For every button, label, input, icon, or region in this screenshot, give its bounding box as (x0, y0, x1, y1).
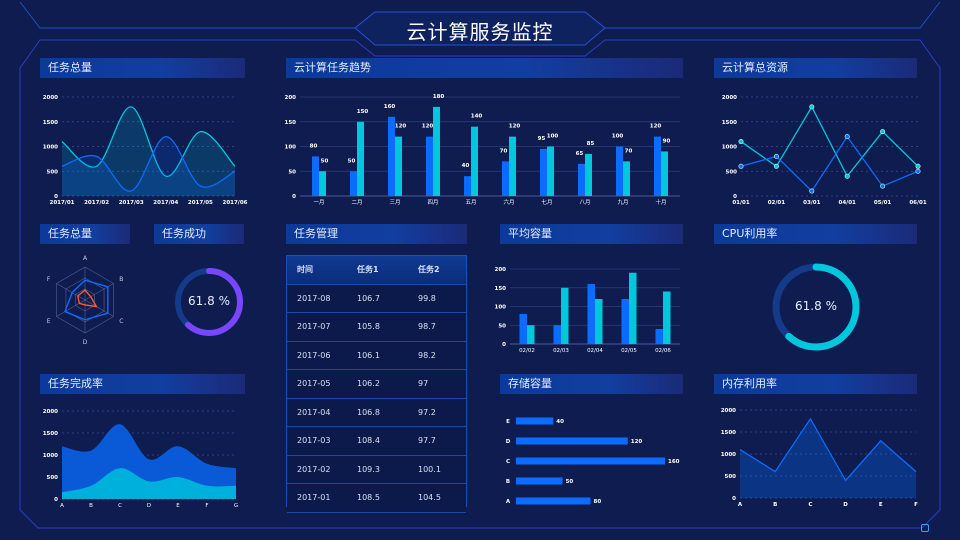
cell-task1: 108.5 (357, 493, 380, 503)
panel-title-trend: 云计算任务趋势 (286, 58, 683, 78)
cell-task2: 98.7 (418, 322, 436, 332)
table-row: 2017-07 105.8 98.7 (287, 313, 466, 342)
table-row: 2017-02 109.3 100.1 (287, 455, 466, 484)
cell-time: 2017-05 (297, 379, 331, 389)
panel-title-task-success: 任务成功 (154, 224, 244, 244)
cell-task2: 99.8 (418, 293, 436, 303)
cell-task1: 106.7 (357, 293, 380, 303)
cell-task1: 106.8 (357, 407, 380, 417)
cell-task2: 104.5 (418, 493, 441, 503)
task-table: 时间 任务1 任务2 2017-08 106.7 99.8 2017-07 105.8 9… (286, 255, 467, 513)
panel-title-memory: 内存利用率 (714, 374, 917, 394)
table-row: 2017-05 106.2 97 (287, 370, 466, 399)
cell-task2: 100.1 (418, 464, 441, 474)
cell-time: 2017-07 (297, 322, 331, 332)
cell-task2: 97.7 (418, 436, 436, 446)
cell-time: 2017-06 (297, 350, 331, 360)
panel-title-completion: 任务完成率 (40, 374, 245, 394)
panel-title-radar: 任务总量 (40, 224, 130, 244)
cell-time: 2017-08 (297, 293, 331, 303)
cell-task2: 98.2 (418, 350, 436, 360)
header-task1: 任务1 (357, 265, 379, 275)
panel-title-total-tasks: 任务总量 (40, 58, 245, 78)
panel-title-task-mgmt: 任务管理 (286, 224, 467, 244)
cell-time: 2017-01 (297, 493, 331, 503)
table-row: 2017-08 106.7 99.8 (287, 284, 466, 313)
cell-task2: 97 (418, 379, 429, 389)
panel-title-storage: 存储容量 (500, 374, 683, 394)
table-row: 2017-01 108.5 104.5 (287, 484, 466, 513)
cell-time: 2017-03 (297, 436, 331, 446)
table-row: 2017-06 106.1 98.2 (287, 341, 466, 370)
cell-task2: 97.2 (418, 407, 436, 417)
cell-time: 2017-04 (297, 407, 331, 417)
table-header: 时间 任务1 任务2 (287, 256, 466, 285)
cell-task1: 106.1 (357, 350, 380, 360)
cell-time: 2017-02 (297, 464, 331, 474)
panel-title-resources: 云计算总资源 (714, 58, 917, 78)
cell-task1: 106.2 (357, 379, 380, 389)
cpu-value: 61.8 % (795, 299, 837, 313)
page-title: 云计算服务监控 (406, 20, 554, 44)
panel-title-cpu: CPU利用率 (714, 224, 917, 244)
panel-title-avg-capacity: 平均容量 (500, 224, 683, 244)
header-time: 时间 (297, 265, 313, 275)
table-row: 2017-04 106.8 97.2 (287, 398, 466, 427)
header-task2: 任务2 (418, 265, 440, 275)
cell-task1: 109.3 (357, 464, 380, 474)
task-success-value: 61.8 % (188, 294, 230, 308)
cell-task1: 108.4 (357, 436, 380, 446)
logo-icon (921, 524, 929, 532)
cell-task1: 105.8 (357, 322, 380, 332)
table-row: 2017-03 108.4 97.7 (287, 427, 466, 456)
